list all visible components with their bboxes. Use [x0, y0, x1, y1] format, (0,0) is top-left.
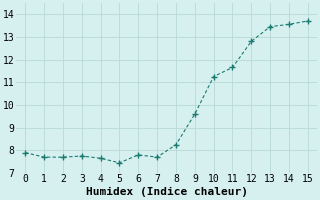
- X-axis label: Humidex (Indice chaleur): Humidex (Indice chaleur): [85, 187, 248, 197]
